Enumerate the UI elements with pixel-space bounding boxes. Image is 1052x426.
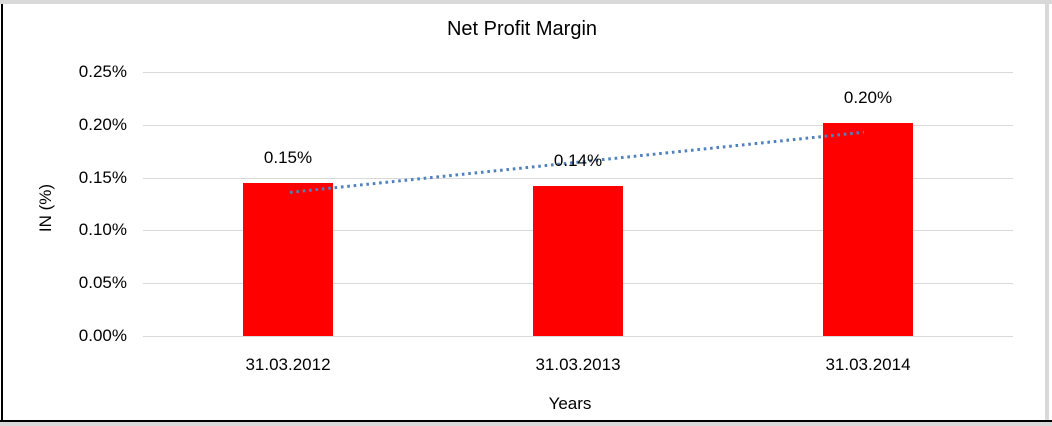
chart-title: Net Profit Margin: [446, 18, 598, 40]
y-tick-label: 0.20%: [78, 114, 127, 134]
y-tick-label: 0.15%: [78, 167, 127, 187]
x-category-label: 31.03.2012: [245, 355, 331, 374]
frame-border-bottom: [0, 420, 1052, 422]
gridline: [143, 124, 1013, 126]
gridline: [143, 336, 1013, 337]
gridline: [143, 72, 1013, 73]
bar-data-label: 0.15%: [263, 147, 313, 167]
y-tick-label: 0.00%: [78, 326, 127, 345]
bar: [533, 185, 623, 336]
outer-gap-bottom: [0, 422, 1052, 426]
bar-data-label: 0.20%: [843, 88, 893, 107]
bar: [243, 182, 333, 336]
x-category-label: 31.03.2014: [825, 355, 911, 374]
y-tick-label: 0.05%: [78, 273, 127, 293]
frame-border-left: [1, 4, 3, 420]
outer-gap-top: [0, 0, 1052, 4]
bar-data-label: 0.14%: [553, 150, 603, 170]
y-tick-label: 0.25%: [78, 62, 127, 81]
bar: [823, 123, 913, 336]
x-axis-title: Years: [548, 394, 592, 413]
y-tick-label: 0.10%: [78, 220, 127, 240]
outer-gap-right: [1045, 4, 1049, 420]
x-category-label: 31.03.2013: [535, 355, 621, 374]
